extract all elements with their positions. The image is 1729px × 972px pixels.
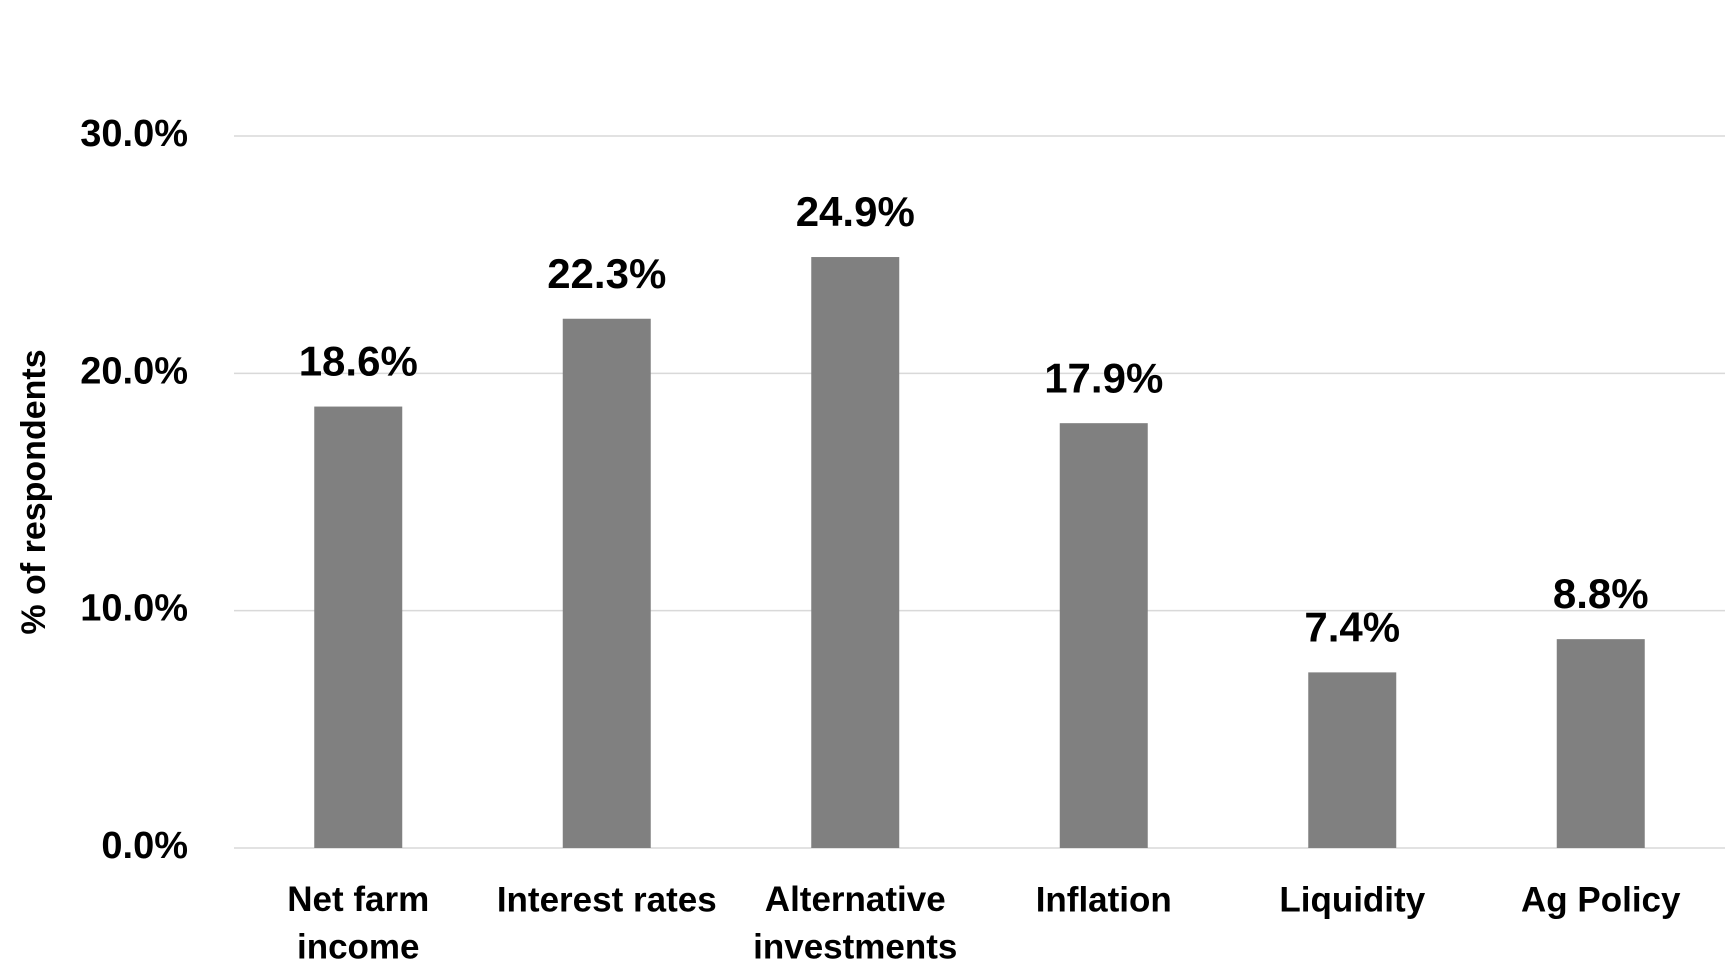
data-label: 18.6%	[299, 338, 418, 385]
x-tick-label: Ag Policy	[1521, 880, 1681, 919]
bar	[314, 406, 403, 848]
data-label: 17.9%	[1044, 354, 1163, 401]
data-label: 8.8%	[1553, 570, 1649, 617]
x-tick-label: Alternative investments	[753, 880, 957, 966]
y-tick-label: 0.0%	[101, 825, 188, 867]
bar	[562, 318, 651, 848]
x-tick-label: Liquidity	[1279, 880, 1425, 919]
bar	[1059, 423, 1148, 848]
x-tick-label: Inflation	[1036, 880, 1172, 919]
data-label: 22.3%	[547, 250, 666, 297]
y-tick-label: 20.0%	[80, 350, 188, 392]
bar	[811, 257, 900, 848]
y-tick-label: 10.0%	[80, 588, 188, 630]
bar	[1556, 639, 1645, 848]
x-tick-label: Net farm income	[287, 880, 429, 966]
data-label: 7.4%	[1304, 603, 1400, 650]
data-label: 24.9%	[796, 188, 915, 235]
x-tick-label: Interest rates	[497, 880, 717, 919]
y-tick-label: 30.0%	[80, 113, 188, 155]
bar	[1308, 672, 1397, 848]
y-axis-label: % of respondents	[15, 349, 53, 634]
